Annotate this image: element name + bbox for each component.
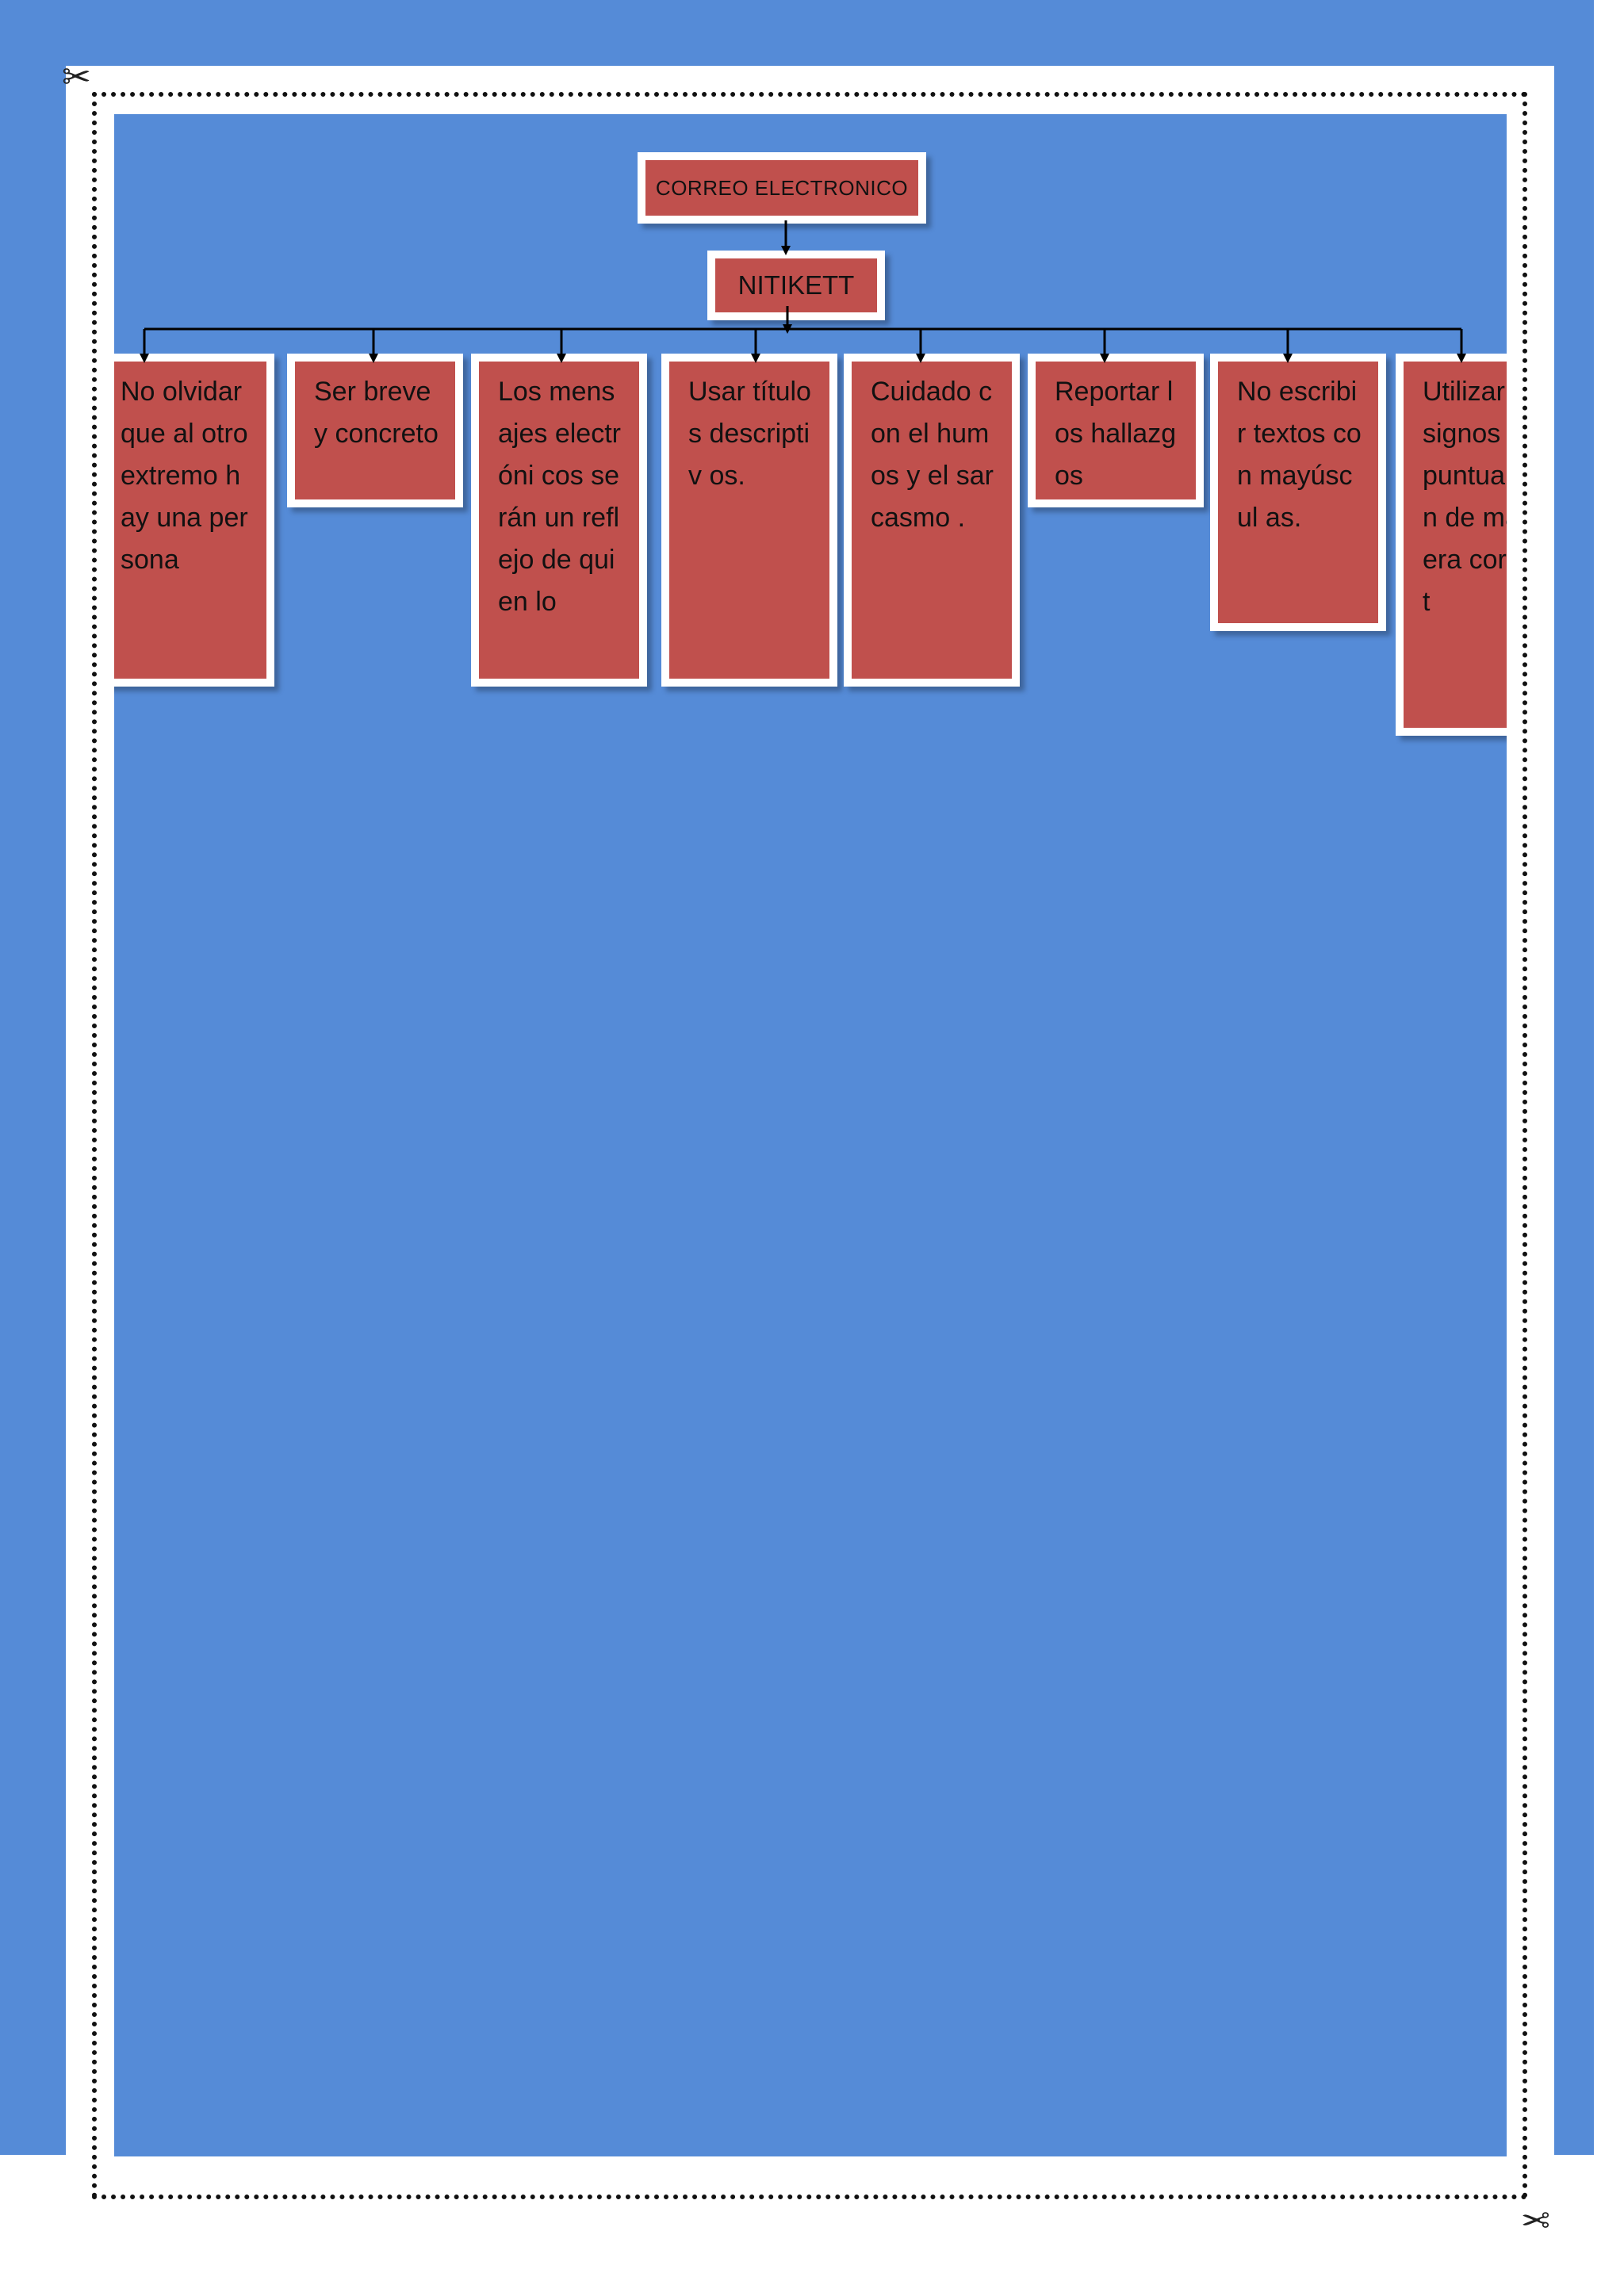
page-background-right	[1554, 0, 1594, 2155]
diagram-canvas: CORREO ELECTRONICO NITIKETT No olvidar q…	[114, 114, 1507, 2156]
rule-node-5-label: Cuidado con el humos y el sarcasmo .	[871, 377, 994, 533]
rule-node-2-label: Ser breve y concreto	[314, 377, 439, 449]
rule-node-4-label: Usar títulos descriptiv os.	[688, 377, 811, 491]
scissors-icon: ✂	[62, 58, 91, 97]
nitikett-node: NITIKETT	[707, 251, 885, 320]
rule-node-2: Ser breve y concreto	[287, 354, 463, 507]
rule-node-1: No olvidar que al otro extremo hay una p…	[114, 354, 274, 687]
rule-node-5: Cuidado con el humos y el sarcasmo .	[844, 354, 1020, 687]
page-background-top	[0, 0, 1594, 66]
rule-node-6: Reportar los hallazgos	[1028, 354, 1204, 507]
rule-node-3: Los mensajes electróni cos serán un refl…	[471, 354, 647, 687]
rule-node-6-label: Reportar los hallazgos	[1055, 377, 1177, 491]
rule-node-7: No escribir textos con mayúscul as.	[1210, 354, 1386, 631]
page-background-left	[0, 0, 66, 2155]
rule-node-1-label: No olvidar que al otro extremo hay una p…	[121, 377, 248, 575]
rule-node-8: Utilizar los signos de puntua ción de ma…	[1396, 354, 1507, 736]
rule-node-4: Usar títulos descriptiv os.	[661, 354, 837, 687]
rule-node-7-label: No escribir textos con mayúscul as.	[1237, 377, 1362, 533]
nitikett-node-label: NITIKETT	[737, 270, 855, 300]
rule-node-3-label: Los mensajes electróni cos serán un refl…	[498, 377, 621, 617]
scissors-icon: ✂	[1521, 2199, 1550, 2238]
rule-node-8-label: Utilizar los signos de puntua ción de ma…	[1423, 377, 1507, 617]
root-node-label: CORREO ELECTRONICO	[655, 175, 909, 200]
root-node: CORREO ELECTRONICO	[638, 152, 926, 224]
